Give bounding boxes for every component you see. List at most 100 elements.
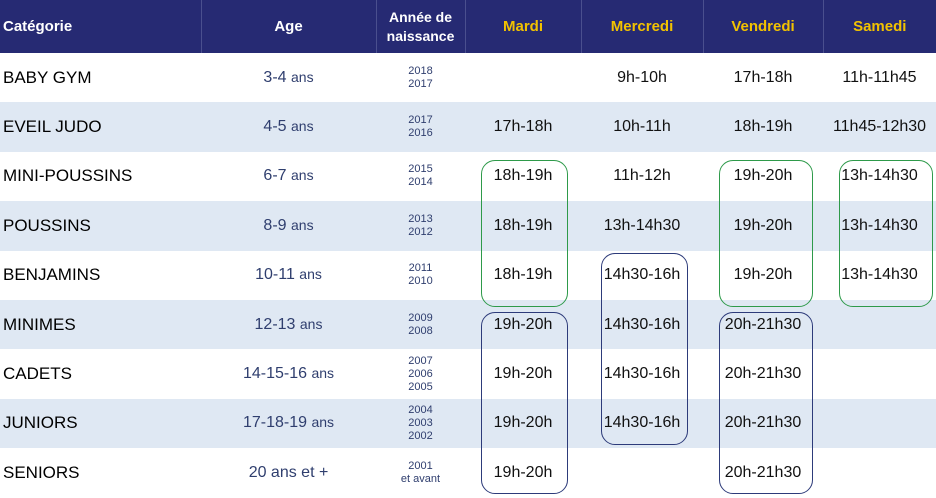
age-unit: ans	[311, 414, 335, 431]
header-samedi: Samedi	[823, 0, 936, 53]
header-annee-naissance: Année de naissance	[376, 0, 466, 53]
cell-mardi: 18h-19h	[465, 250, 581, 300]
cell-mercredi: 11h-12h	[581, 151, 703, 202]
age-value: 8-9	[263, 216, 287, 234]
age-unit: ans	[291, 68, 314, 85]
age-unit: ans	[291, 118, 314, 135]
cell-annee: 2009 2008	[376, 299, 465, 350]
birth-year: 2007	[408, 354, 433, 367]
cell-vendredi: 18h-19h	[703, 102, 823, 152]
age-unit: ans	[299, 266, 322, 283]
cell-mercredi	[581, 448, 703, 498]
cell-categorie: SENIORS	[0, 448, 201, 498]
header-row: Catégorie Age Année de naissance Mardi Me…	[0, 0, 936, 53]
cell-mardi: 19h-20h	[465, 398, 581, 449]
header-annee-line2: naissance	[386, 27, 455, 44]
birth-year: 2018	[408, 64, 433, 77]
cell-vendredi: 20h-21h30	[703, 299, 823, 350]
cell-vendredi: 20h-21h30	[703, 398, 823, 449]
table-row: JUNIORS 17-18-19 ans 2004 2003 2002 19h-20h 14…	[0, 398, 936, 449]
cell-mardi: 19h-20h	[465, 448, 581, 498]
birth-year: 2013	[408, 212, 433, 225]
cell-annee: 2001 et avant	[376, 448, 465, 498]
cell-samedi: 11h45-12h30	[823, 102, 936, 152]
table-row: BENJAMINS 10-11 ans 2011 2010 18h-19h 14h30-1…	[0, 250, 936, 300]
cell-annee: 2015 2014	[376, 151, 465, 202]
birth-year: et avant	[400, 472, 441, 485]
cell-age: 3-4 ans	[201, 53, 376, 103]
age-value: 14-15-16	[242, 365, 307, 383]
cell-annee: 2004 2003 2002	[376, 398, 465, 449]
cell-categorie: MINI-POUSSINS	[0, 151, 201, 202]
cell-age: 10-11 ans	[201, 250, 376, 300]
cell-mardi: 19h-20h	[465, 349, 581, 399]
cell-mardi: 18h-19h	[465, 201, 581, 251]
cell-age: 8-9 ans	[201, 201, 376, 251]
table-row: SENIORS 20 ans et +2001 et avant 19h-20h 20h…	[0, 448, 936, 498]
birth-year: 2017	[408, 114, 433, 127]
cell-categorie: MINIMES	[0, 299, 201, 350]
cell-annee: 2017 2016	[376, 102, 465, 152]
birth-year: 2009	[408, 311, 433, 324]
cell-mardi: 18h-19h	[465, 151, 581, 202]
cell-vendredi: 20h-21h30	[703, 448, 823, 498]
birth-year: 2015	[408, 163, 433, 176]
age-unit: ans	[311, 365, 335, 382]
cell-samedi	[823, 299, 936, 350]
table-row: POUSSINS 8-9 ans 2013 2012 18h-19h 13h-14h30 1…	[0, 201, 936, 251]
header-vendredi: Vendredi	[703, 0, 824, 53]
cell-categorie: BENJAMINS	[0, 250, 201, 300]
age-value: 6-7	[263, 167, 287, 185]
header-mercredi: Mercredi	[581, 0, 704, 53]
cell-mercredi: 9h-10h	[581, 53, 703, 103]
cell-age: 14-15-16 ans	[201, 349, 376, 399]
age-value: 20 ans et +	[248, 463, 329, 481]
cell-samedi: 13h-14h30	[823, 201, 936, 251]
cell-categorie: JUNIORS	[0, 398, 201, 449]
cell-mardi	[465, 53, 581, 103]
age-value: 10-11	[255, 266, 295, 284]
cell-vendredi: 19h-20h	[703, 151, 823, 202]
age-value: 4-5	[263, 118, 287, 136]
header-annee-line1: Année de	[388, 8, 452, 25]
birth-year: 2001	[408, 459, 433, 472]
cell-samedi	[823, 448, 936, 498]
birth-year: 2005	[408, 380, 433, 393]
cell-mercredi: 14h30-16h	[581, 398, 703, 449]
table-row: MINI-POUSSINS 6-7 ans 2015 2014 18h-19h 11h-1…	[0, 151, 936, 202]
cell-mardi: 19h-20h	[465, 299, 581, 350]
birth-year: 2003	[408, 416, 433, 429]
cell-mardi: 17h-18h	[465, 102, 581, 152]
header-age: Age	[201, 0, 377, 53]
age-unit: ans	[299, 315, 323, 332]
cell-vendredi: 20h-21h30	[703, 349, 823, 399]
schedule-body: BABY GYM 3-4 ans 2018 2017 9h-10h 17h-18h 11h-…	[0, 53, 936, 498]
cell-annee: 2007 2006 2005	[376, 349, 465, 399]
cell-age: 20 ans et +	[201, 448, 376, 498]
cell-vendredi: 19h-20h	[703, 201, 823, 251]
cell-mercredi: 10h-11h	[581, 102, 703, 152]
cell-categorie: CADETS	[0, 349, 201, 399]
cell-age: 12-13 ans	[201, 299, 376, 350]
cell-age: 4-5 ans	[201, 102, 376, 152]
cell-age: 6-7 ans	[201, 151, 376, 202]
cell-mercredi: 14h30-16h	[581, 299, 703, 350]
cell-samedi	[823, 349, 936, 399]
table-row: EVEIL JUDO 4-5 ans 2017 2016 17h-18h 10h-11h 1…	[0, 102, 936, 152]
cell-samedi: 13h-14h30	[823, 250, 936, 300]
cell-mercredi: 13h-14h30	[581, 201, 703, 251]
cell-samedi: 11h-11h45	[823, 53, 936, 103]
birth-year: 2002	[408, 429, 433, 442]
birth-year: 2010	[408, 275, 433, 288]
cell-mercredi: 14h30-16h	[581, 250, 703, 300]
cell-age: 17-18-19 ans	[201, 398, 376, 449]
header-mardi: Mardi	[465, 0, 582, 53]
cell-categorie: EVEIL JUDO	[0, 102, 201, 152]
cell-mercredi: 14h30-16h	[581, 349, 703, 399]
birth-year: 2004	[408, 403, 433, 416]
birth-year: 2017	[408, 77, 433, 90]
table-row: MINIMES 12-13 ans 2009 2008 19h-20h 14h30-16h…	[0, 299, 936, 350]
age-unit: ans	[291, 216, 314, 233]
table-row: BABY GYM 3-4 ans 2018 2017 9h-10h 17h-18h 11h-…	[0, 53, 936, 103]
